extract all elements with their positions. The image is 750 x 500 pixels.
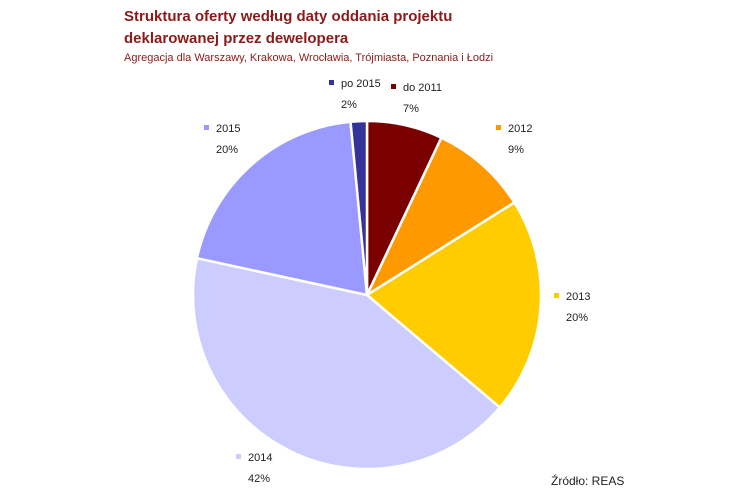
slice-label-2013: 2013 [566, 291, 590, 303]
slice-percent-do-2011: 7% [403, 103, 419, 115]
pie-slice-2015 [195, 120, 369, 297]
legend-swatch-2015 [204, 125, 209, 130]
pie-slices [191, 119, 543, 471]
slice-percent-po-2015: 2% [341, 99, 357, 111]
pie-slice-2013 [365, 201, 543, 409]
chart-title: Struktura oferty według daty oddania pro… [124, 8, 453, 47]
pie-slice-2014 [191, 256, 502, 471]
pie-slice-2012 [365, 136, 516, 297]
legend-swatch-po-2015 [329, 80, 334, 85]
slice-percent-2015: 20% [216, 144, 238, 156]
slice-label-po-2015: po 2015 [341, 78, 381, 90]
slice-label-do-2011: do 2011 [403, 82, 442, 94]
slice-label-2015: 2015 [216, 123, 240, 135]
legend-swatch-2012 [496, 125, 501, 130]
legend-swatch-2013 [554, 293, 559, 298]
pie-labels: do 2011 7% 2012 9% 2013 20% 2014 42% 2015 20% po 2… [204, 78, 590, 485]
chart-subtitle: Agregacja dla Warszawy, Krakowa, Wrocław… [124, 52, 494, 64]
slice-percent-2014: 42% [248, 473, 270, 485]
source-note: Źródło: REAS [551, 474, 625, 488]
slice-label-2014: 2014 [248, 452, 272, 464]
legend-swatch-do-2011 [391, 84, 396, 89]
pie-slice-po-2015 [349, 119, 369, 297]
slice-percent-2012: 9% [508, 144, 524, 156]
legend-swatch-2014 [236, 454, 241, 459]
slice-percent-2013: 20% [566, 312, 588, 324]
slice-label-2012: 2012 [508, 123, 532, 135]
